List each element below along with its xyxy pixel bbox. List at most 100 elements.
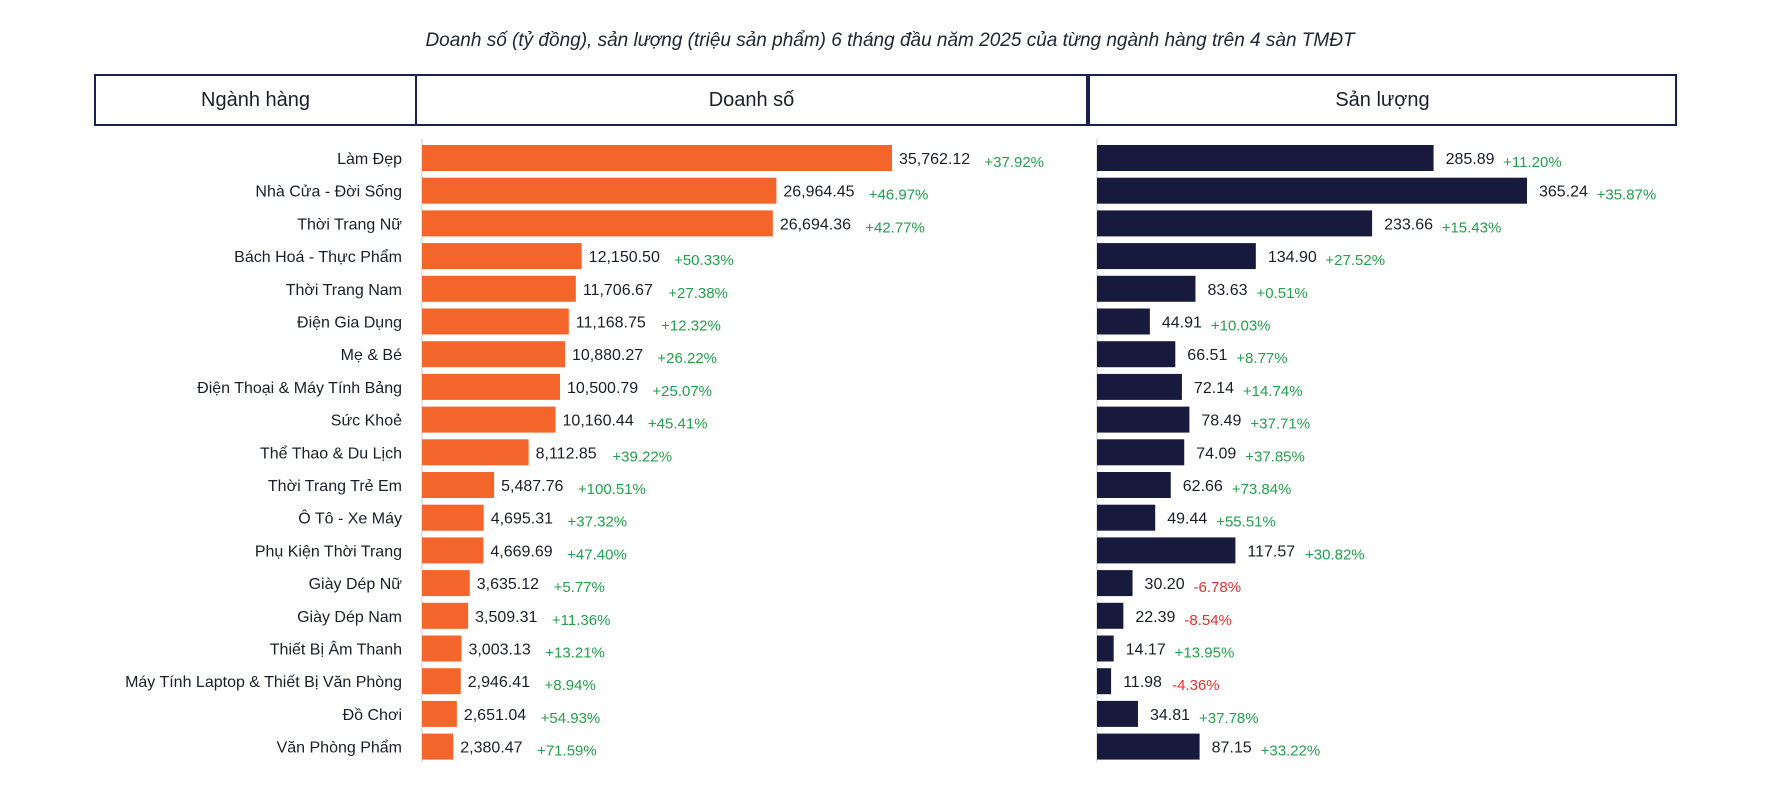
category-label: Thể Thao & Du Lịch [260,444,402,462]
category-label: Phụ Kiện Thời Trang [255,543,402,560]
revenue-growth-label: +8.94% [545,677,596,694]
revenue-growth-label: +100.51% [578,481,646,498]
category-label: Sức Khoẻ [331,413,402,430]
volume-value-label: 66.51 [1187,347,1227,364]
volume-bar [1097,406,1190,433]
volume-value-label: 44.91 [1162,315,1202,332]
volume-value-label: 34.81 [1150,707,1190,724]
revenue-bar [422,308,569,335]
revenue-growth-label: +12.32% [661,318,721,335]
revenue-growth-label: +13.21% [545,645,605,662]
volume-bar [1097,177,1527,204]
revenue-bar [422,373,561,400]
revenue-bar [422,145,892,171]
revenue-bar [422,602,469,629]
revenue-growth-label: +45.41% [648,416,708,433]
revenue-bar [422,570,470,597]
volume-growth-label: +11.20% [1503,154,1562,171]
volume-bar [1097,308,1150,335]
revenue-value-label: 8,112.85 [536,445,597,462]
volume-growth-label: +10.03% [1211,318,1271,335]
category-label: Mẹ & Bé [341,347,402,364]
revenue-value-label: 26,694.36 [780,216,851,233]
volume-bar [1097,373,1182,400]
category-label: Nhà Cửa - Đời Sống [255,184,402,201]
revenue-bar [422,275,576,302]
revenue-bar [422,733,454,760]
volume-value-label: 14.17 [1126,642,1166,659]
revenue-growth-label: +54.93% [541,710,601,727]
volume-growth-label: -6.78% [1194,579,1242,596]
revenue-growth-label: +47.40% [567,546,627,563]
volume-value-label: 134.90 [1268,249,1317,266]
volume-growth-label: -8.54% [1184,612,1232,629]
revenue-value-label: 4,695.31 [491,511,553,528]
volume-bar [1097,700,1138,727]
revenue-value-label: 12,150.50 [589,249,660,266]
revenue-value-label: 10,500.79 [567,380,638,397]
volume-bar [1097,602,1124,629]
volume-bar [1097,275,1196,302]
revenue-value-label: 11,168.75 [576,315,646,332]
volume-value-label: 74.09 [1196,445,1236,462]
volume-growth-label: +8.77% [1236,350,1287,367]
category-label: Giày Dép Nam [297,609,402,626]
revenue-growth-label: +37.32% [568,514,628,531]
revenue-value-label: 3,635.12 [477,576,539,593]
volume-bar [1097,635,1114,662]
revenue-growth-label: +71.59% [537,743,597,760]
revenue-bar [422,537,484,564]
volume-growth-label: +30.82% [1305,546,1365,563]
volume-value-label: 30.20 [1145,576,1185,593]
volume-bar [1097,145,1434,171]
revenue-bar [422,700,457,727]
category-label: Điện Gia Dụng [297,315,402,332]
volume-value-label: 233.66 [1384,216,1433,233]
revenue-value-label: 2,380.47 [460,740,522,757]
volume-bar [1097,439,1185,466]
revenue-growth-label: +25.07% [652,383,712,400]
revenue-value-label: 35,762.12 [899,151,970,168]
volume-bar [1097,504,1156,531]
revenue-bar [422,472,495,498]
revenue-growth-label: +42.77% [865,219,925,236]
volume-value-label: 365.24 [1539,184,1588,201]
volume-value-label: 49.44 [1167,511,1207,528]
revenue-bar [422,210,773,237]
revenue-value-label: 2,651.04 [464,707,526,724]
revenue-value-label: 3,003.13 [468,642,530,659]
revenue-value-label: 11,706.67 [583,282,653,299]
volume-growth-label: +37.78% [1199,710,1259,727]
category-label: Thiết Bị Âm Thanh [270,640,402,659]
volume-growth-label: -4.36% [1172,677,1220,694]
volume-bar [1097,733,1200,760]
volume-value-label: 117.57 [1247,543,1295,560]
volume-growth-label: +13.95% [1175,645,1235,662]
volume-bar [1097,570,1133,597]
revenue-bar [422,406,556,433]
category-label: Ô Tô - Xe Máy [298,509,402,528]
revenue-bar [422,177,777,204]
category-label: Máy Tính Laptop & Thiết Bị Văn Phòng [125,674,402,691]
volume-value-label: 285.89 [1446,151,1495,168]
revenue-value-label: 10,880.27 [572,347,643,364]
revenue-growth-label: +11.36% [552,612,611,629]
revenue-value-label: 4,669.69 [490,543,552,560]
category-label: Văn Phòng Phẩm [277,739,402,757]
volume-bar [1097,472,1171,498]
revenue-growth-label: +5.77% [554,579,605,596]
volume-growth-label: +14.74% [1243,383,1303,400]
chart-title: Doanh số (tỷ đồng), sản lượng (triệu sản… [425,30,1355,51]
revenue-bar [422,635,462,662]
volume-bar [1097,537,1236,564]
category-label: Giày Dép Nữ [309,576,403,593]
volume-growth-label: +0.51% [1256,285,1307,302]
volume-bar [1097,210,1373,237]
volume-growth-label: +33.22% [1261,743,1321,760]
revenue-growth-label: +27.38% [668,285,728,302]
volume-value-label: 22.39 [1135,609,1175,626]
revenue-growth-label: +46.97% [869,187,929,204]
revenue-growth-label: +26.22% [657,350,717,367]
header-volume: Sản lượng [1088,74,1677,126]
